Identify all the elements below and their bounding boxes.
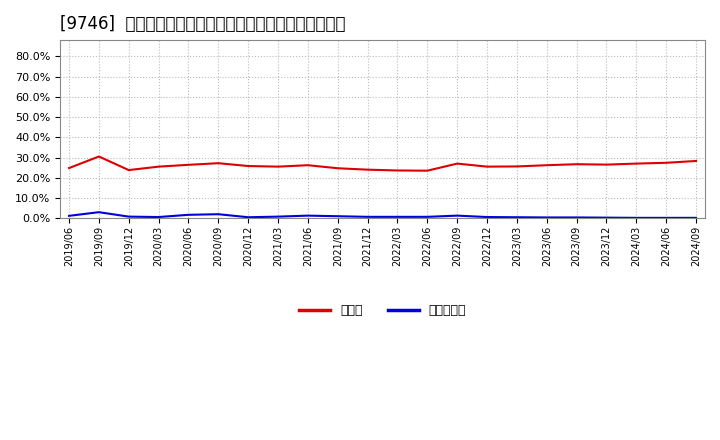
- Legend: 現頲金, 有利子負債: 現頲金, 有利子負債: [294, 299, 472, 323]
- Text: [9746]  現頲金、有利子負債の総資産に対する比率の推移: [9746] 現頲金、有利子負債の総資産に対する比率の推移: [60, 15, 346, 33]
